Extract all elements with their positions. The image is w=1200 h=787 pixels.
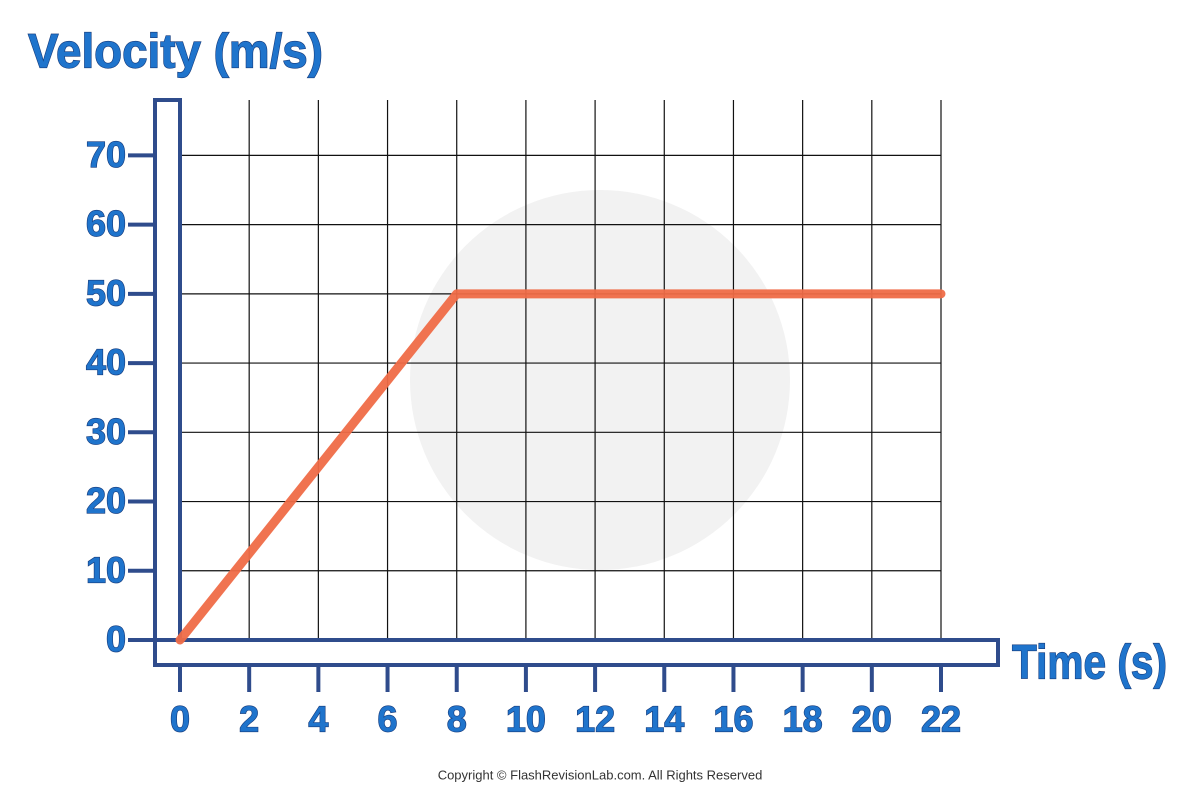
x-tick-label: 12 xyxy=(575,699,615,740)
x-tick-label: 6 xyxy=(378,699,398,740)
x-tick-label: 22 xyxy=(921,699,961,740)
velocity-line xyxy=(175,289,946,645)
y-tick-label: 30 xyxy=(86,411,126,452)
x-tick-label: 4 xyxy=(308,699,328,740)
x-tick-label: 18 xyxy=(783,699,823,740)
y-tick-label: 20 xyxy=(86,480,126,521)
x-axis xyxy=(153,638,1000,667)
y-tick-label: 70 xyxy=(86,134,126,175)
y-axis-title: Velocity (m/s) xyxy=(28,26,323,79)
x-tick-label: 16 xyxy=(713,699,753,740)
x-tick-label: 0 xyxy=(170,699,190,740)
watermark xyxy=(410,190,790,570)
x-axis-title: Time (s) xyxy=(1012,637,1167,690)
x-tick-label: 20 xyxy=(852,699,892,740)
x-tick-label: 14 xyxy=(644,699,684,740)
y-tick-label: 40 xyxy=(86,342,126,383)
x-tick-label: 10 xyxy=(506,699,546,740)
y-tick-label: 50 xyxy=(86,272,126,313)
y-tick-label: 0 xyxy=(106,619,126,660)
x-tick-label: 8 xyxy=(447,699,467,740)
y-tick-label: 10 xyxy=(86,549,126,590)
copyright: Copyright © FlashRevisionLab.com. All Ri… xyxy=(438,767,763,782)
y-axis xyxy=(153,98,182,667)
y-tick-label: 60 xyxy=(86,203,126,244)
x-tick-label: 2 xyxy=(239,699,259,740)
axis-corner xyxy=(157,642,178,663)
